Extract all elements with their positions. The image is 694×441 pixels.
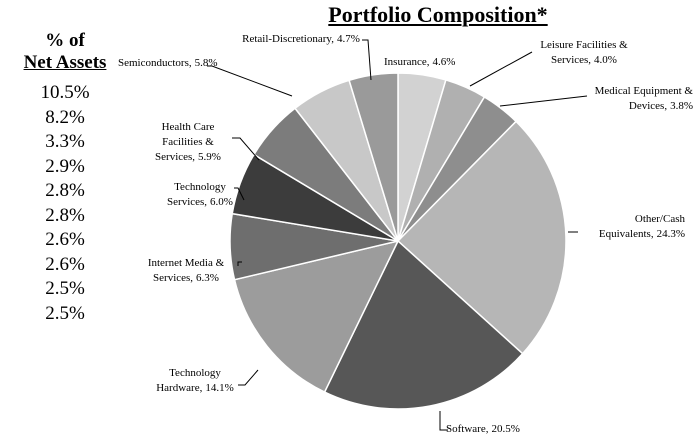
net-asset-value: 2.5% [45, 278, 85, 299]
slice-value-label: 4.7% [336, 33, 360, 45]
slice-label: Technology Services, 6.0% [165, 180, 235, 210]
net-asset-value: 8.2% [45, 106, 85, 128]
pie-slice [233, 239, 400, 394]
net-asset-value: 2.6% [45, 253, 85, 275]
leader-line [232, 137, 260, 161]
slice-label: Insurance, 4.6% [384, 55, 474, 70]
slice-value-label: 4.6% [432, 56, 456, 68]
net-assets-column: % of Net Assets 10.5% 8.2% 3.3% 2.9% 2.8% 2.8… [20, 30, 110, 324]
slice-value-label: 4.0% [594, 54, 617, 66]
leader-line [499, 95, 588, 107]
leader-line [439, 411, 448, 431]
chart-title: Portfolio Composition* [328, 2, 548, 27]
leader-line [362, 39, 372, 81]
leader-line [238, 369, 259, 386]
net-asset-value: 10.5% [40, 82, 90, 103]
slice-label: Software, 20.5% [446, 422, 546, 437]
pie-slice [396, 120, 567, 355]
slice-category: Other/Cash Equivalents, [598, 213, 685, 240]
leader-line [469, 51, 533, 87]
slice-category: Software, [446, 423, 489, 435]
slice-label: Other/Cash Equivalents, 24.3% [575, 212, 685, 242]
slice-value-label: 24.3% [656, 228, 685, 240]
net-asset-value: 2.9% [45, 155, 85, 177]
pie-slice [323, 239, 524, 410]
slice-value-label: 20.5% [491, 423, 520, 435]
slice-value-label: 3.8% [670, 100, 693, 112]
slice-label: Semiconductors, 5.8% [118, 56, 218, 71]
net-asset-value: 2.8% [45, 204, 85, 226]
leader-line [237, 261, 242, 266]
slice-value-label: 6.3% [196, 272, 219, 284]
slice-label: Health Care Facilities & Services, 5.9% [143, 120, 233, 165]
slice-label: Technology Hardware, 14.1% [150, 366, 240, 396]
slice-category: Retail-Discretionary, [242, 33, 334, 45]
slice-category: Technology Services, [167, 181, 226, 208]
column-header: Net Assets [23, 52, 107, 73]
slice-category: Health Care Facilities & Services, [155, 121, 215, 163]
slice-category: Semiconductors, [118, 57, 192, 69]
slice-label: Leisure Facilities & Services, 4.0% [532, 38, 636, 68]
leader-line [207, 65, 293, 97]
slice-value-label: 14.1% [205, 382, 234, 394]
slice-category: Medical Equipment & Devices, [594, 85, 693, 112]
slice-category: Leisure Facilities & Services, [540, 39, 628, 66]
slice-label: Internet Media & Services, 6.3% [135, 256, 237, 286]
slice-value-label: 6.0% [210, 196, 233, 208]
slice-category: Internet Media & Services, [147, 257, 225, 284]
slice-value-label: 5.9% [198, 151, 221, 163]
column-header: % of [45, 30, 85, 51]
slice-label: Medical Equipment & Devices, 3.8% [585, 84, 693, 114]
net-asset-value: 2.8% [45, 180, 85, 201]
slice-value-label: 5.8% [194, 57, 218, 69]
net-asset-value: 3.3% [45, 131, 85, 152]
net-asset-value: 2.5% [45, 302, 85, 324]
slice-category: Insurance, [384, 56, 430, 68]
leader-line [234, 187, 245, 201]
slice-label: Retail-Discretionary, 4.7% [236, 32, 366, 47]
slice-category: Technology Hardware, [156, 367, 221, 394]
net-asset-value: 2.6% [45, 229, 85, 250]
pie-slice [348, 72, 399, 242]
